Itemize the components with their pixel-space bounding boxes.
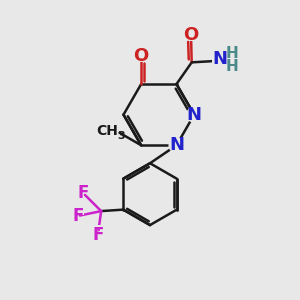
Circle shape — [169, 138, 184, 153]
Text: N: N — [187, 106, 202, 124]
Text: F: F — [71, 206, 85, 226]
Text: F: F — [73, 206, 84, 224]
Circle shape — [187, 107, 202, 122]
Text: H: H — [226, 46, 238, 61]
Text: F: F — [91, 225, 105, 245]
Text: N: N — [212, 50, 227, 68]
Text: F: F — [76, 183, 91, 203]
Text: F: F — [92, 226, 104, 244]
Text: O: O — [182, 25, 201, 45]
Text: N: N — [210, 49, 229, 69]
Text: 3: 3 — [117, 131, 125, 141]
Text: O: O — [134, 46, 149, 64]
Text: O: O — [184, 26, 199, 44]
Text: O: O — [132, 46, 151, 65]
Text: N: N — [169, 136, 184, 154]
Text: F: F — [78, 184, 89, 202]
Text: H: H — [226, 59, 238, 74]
Text: CH: CH — [96, 124, 118, 138]
